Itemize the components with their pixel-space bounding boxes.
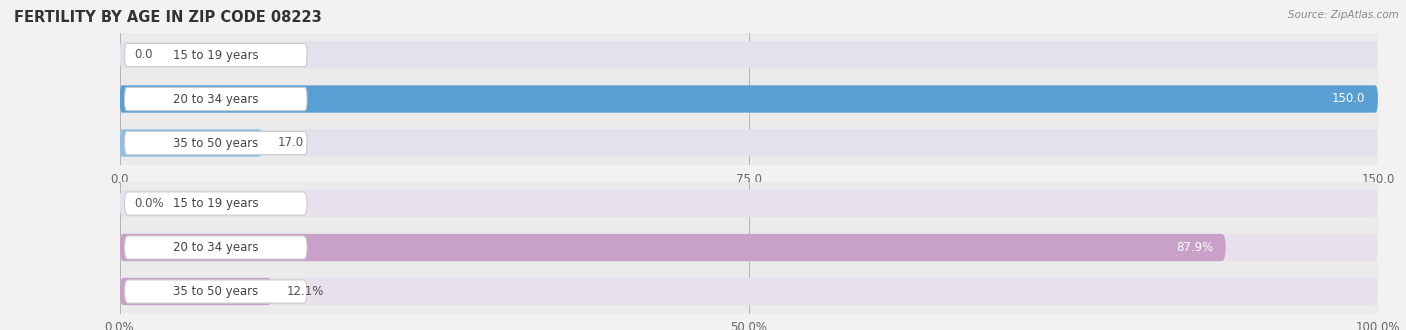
- FancyBboxPatch shape: [120, 41, 1378, 69]
- Text: 35 to 50 years: 35 to 50 years: [173, 285, 259, 298]
- FancyBboxPatch shape: [125, 87, 307, 111]
- FancyBboxPatch shape: [120, 234, 1226, 261]
- FancyBboxPatch shape: [125, 131, 307, 154]
- Text: 20 to 34 years: 20 to 34 years: [173, 241, 259, 254]
- FancyBboxPatch shape: [120, 85, 1378, 113]
- Text: 12.1%: 12.1%: [287, 285, 325, 298]
- FancyBboxPatch shape: [125, 192, 307, 215]
- FancyBboxPatch shape: [120, 234, 1378, 261]
- FancyBboxPatch shape: [120, 129, 1378, 157]
- Text: 0.0: 0.0: [135, 49, 153, 61]
- FancyBboxPatch shape: [120, 278, 271, 305]
- Text: FERTILITY BY AGE IN ZIP CODE 08223: FERTILITY BY AGE IN ZIP CODE 08223: [14, 10, 322, 25]
- Text: Source: ZipAtlas.com: Source: ZipAtlas.com: [1288, 10, 1399, 20]
- Text: 15 to 19 years: 15 to 19 years: [173, 197, 259, 210]
- FancyBboxPatch shape: [120, 85, 1378, 113]
- Text: 0.0%: 0.0%: [135, 197, 165, 210]
- FancyBboxPatch shape: [125, 280, 307, 303]
- Text: 87.9%: 87.9%: [1175, 241, 1213, 254]
- FancyBboxPatch shape: [120, 190, 1378, 217]
- Text: 15 to 19 years: 15 to 19 years: [173, 49, 259, 61]
- FancyBboxPatch shape: [125, 44, 307, 67]
- Text: 20 to 34 years: 20 to 34 years: [173, 92, 259, 106]
- FancyBboxPatch shape: [120, 278, 1378, 305]
- FancyBboxPatch shape: [120, 129, 262, 157]
- Text: 150.0: 150.0: [1331, 92, 1365, 106]
- Text: 17.0: 17.0: [277, 137, 304, 149]
- Text: 35 to 50 years: 35 to 50 years: [173, 137, 259, 149]
- FancyBboxPatch shape: [125, 236, 307, 259]
